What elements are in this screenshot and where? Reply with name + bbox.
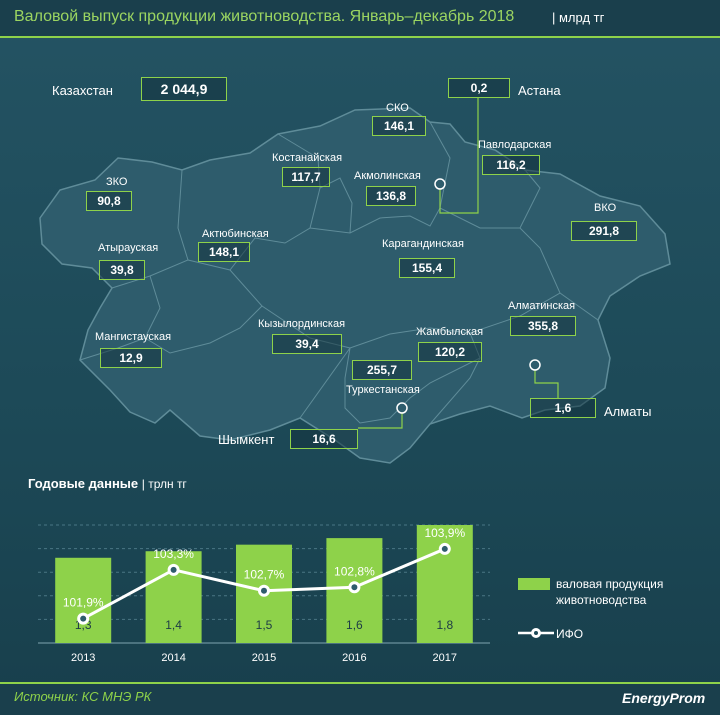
region-label-kyzylorda: Кызылординская: [258, 318, 346, 330]
ifo-point-center: [80, 615, 87, 622]
region-label-vko: ВКО: [594, 202, 617, 214]
region-value-almaty-obl: 355,8: [510, 316, 576, 336]
ifo-point-center: [170, 566, 177, 573]
region-label-almaty: Алматы: [604, 404, 652, 419]
total-label: Казахстан: [52, 83, 113, 98]
region-value-mangistau: 12,9: [100, 348, 162, 368]
region-label-astana: Астана: [518, 83, 561, 98]
region-value-karaganda: 155,4: [399, 258, 455, 278]
country-outline: [39, 107, 671, 464]
astana-marker: [434, 178, 446, 190]
region-label-zhambyl: Жамбылская: [416, 326, 484, 338]
region-label-atyrau: Атырауская: [98, 242, 159, 254]
region-value-atyrau: 39,8: [99, 260, 145, 280]
ifo-point-center: [261, 587, 267, 594]
chart-title: Годовые данные | трлн тг: [28, 476, 187, 491]
region-value-kyzylorda: 39,4: [272, 334, 342, 354]
region-value-pavlodar: 116,2: [482, 155, 540, 175]
region-value-vko: 291,8: [571, 221, 637, 241]
region-label-zko: ЗКО: [106, 176, 128, 188]
region-label-shymkent: Шымкент: [218, 432, 275, 447]
ifo-value-label: 102,8%: [334, 564, 375, 578]
bar-2013: [55, 557, 112, 643]
ifo-value-label: 102,7%: [244, 568, 285, 582]
bar-value-label: 1,5: [256, 618, 273, 632]
unit-label: | млрд тг: [552, 10, 605, 25]
brand-logo: EnergyProm: [622, 690, 706, 706]
chart-unit: | трлн тг: [141, 477, 187, 491]
legend-bar-swatch: [518, 578, 550, 590]
bar-value-label: 1,6: [346, 618, 363, 632]
region-value-akmola: 136,8: [366, 186, 416, 206]
legend-line-label: ИФО: [556, 627, 584, 641]
region-label-almaty-obl: Алматинская: [508, 300, 576, 312]
bar-value-label: 1,8: [436, 618, 453, 632]
region-label-pavlodar: Павлодарская: [478, 139, 552, 151]
x-tick-label: 2016: [342, 652, 366, 664]
ifo-point-center: [441, 545, 448, 552]
ifo-point-center: [351, 584, 358, 591]
region-label-akmola: Акмолинская: [354, 170, 421, 182]
shymkent-marker: [396, 402, 408, 414]
almaty-marker: [529, 359, 541, 371]
ifo-value-label: 103,9%: [424, 526, 465, 540]
x-tick-label: 2015: [252, 652, 276, 664]
x-tick-label: 2013: [71, 652, 95, 664]
map-shape: [39, 98, 671, 464]
chart-title-text: Годовые данные: [28, 476, 139, 491]
region-label-kostanay: Костанайская: [272, 152, 343, 164]
region-value-aktobe: 148,1: [198, 242, 250, 262]
region-value-zko: 90,8: [86, 191, 132, 211]
region-label-sko: СКО: [386, 102, 409, 114]
region-value-zhambyl: 120,2: [418, 342, 482, 362]
ifo-value-label: 103,3%: [153, 547, 194, 561]
region-value-sko: 146,1: [372, 116, 426, 136]
kazakhstan-map: Казахстан 2 044,9 ЗКО 90,8 Атырауская 39…: [0, 38, 720, 468]
x-tick-label: 2014: [161, 652, 185, 664]
bar-value-label: 1,4: [165, 618, 182, 632]
legend-bar-line2: животноводства: [556, 593, 647, 607]
footer: Источник: КС МНЭ РК EnergyProm: [0, 682, 720, 715]
region-value-kostanay: 117,7: [282, 167, 330, 187]
region-label-karaganda: Карагандинская: [382, 238, 464, 250]
page-title: Валовой выпуск продукции животноводства.…: [14, 8, 515, 25]
region-value-shymkent: 16,6: [290, 429, 358, 449]
region-value-turkestan: 255,7: [352, 360, 412, 380]
header: Валовой выпуск продукции животноводства.…: [0, 0, 720, 38]
legend-line-swatch: [518, 628, 554, 638]
source-note: Источник: КС МНЭ РК: [14, 689, 152, 704]
total-value: 2 044,9: [141, 77, 227, 101]
callout-lines: [358, 98, 559, 429]
ifo-value-label: 101,9%: [63, 596, 104, 610]
region-label-aktobe: Актюбинская: [202, 228, 269, 240]
legend-bar-line1: валовая продукция: [556, 577, 664, 591]
region-value-almaty: 1,6: [530, 398, 596, 418]
annual-chart: 1,320131,420141,520151,620161,82017101,9…: [38, 524, 490, 664]
region-label-turkestan: Туркестанская: [346, 384, 420, 396]
x-tick-label: 2017: [433, 652, 457, 664]
legend-bar-label: валовая продукция животноводства: [556, 576, 663, 608]
region-label-mangistau: Мангистауская: [95, 331, 172, 343]
region-value-astana: 0,2: [448, 78, 510, 98]
